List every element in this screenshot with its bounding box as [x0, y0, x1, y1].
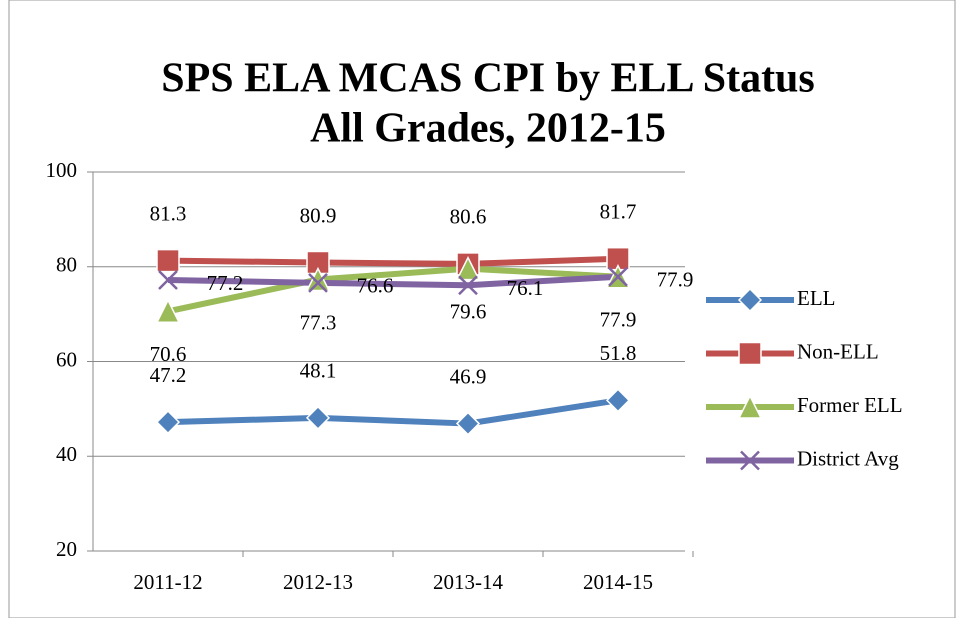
data-label: 70.6 [150, 342, 187, 366]
chart-subtitle: All Grades, 2012-15 [310, 106, 666, 152]
marker [458, 275, 478, 296]
data-label: 76.6 [357, 274, 394, 298]
data-label: 46.9 [450, 364, 487, 388]
marker [155, 410, 181, 435]
marker [305, 405, 331, 430]
series-line [167, 265, 619, 315]
data-label: 48.1 [300, 359, 337, 383]
legend-label: District Avg [797, 446, 899, 470]
data-label: 77.9 [657, 268, 694, 292]
data-label: 81.7 [600, 200, 637, 224]
data-label: 47.2 [150, 363, 187, 387]
x-tick-label: 2011-12 [133, 570, 202, 594]
series-line [167, 397, 619, 427]
x-tick-label: 2014-15 [583, 570, 653, 594]
x-tick-label: 2012-13 [283, 570, 353, 594]
y-tick-label: 20 [56, 537, 77, 561]
y-tick-label: 60 [56, 347, 77, 371]
marker [740, 450, 760, 471]
marker [737, 287, 763, 313]
marker [155, 298, 181, 324]
marker [738, 341, 762, 366]
marker [308, 272, 328, 293]
legend-label: Non-ELL [797, 339, 879, 363]
data-label: 51.8 [600, 341, 637, 365]
marker [156, 248, 180, 273]
marker [305, 266, 331, 292]
marker [737, 394, 763, 419]
chart-title: SPS ELA MCAS CPI by ELL Status [161, 56, 815, 102]
data-label: 80.9 [300, 203, 337, 227]
data-label: 79.6 [450, 299, 487, 323]
series-line [167, 255, 619, 267]
y-tick-label: 100 [46, 158, 78, 182]
marker [455, 255, 481, 281]
marker [455, 411, 481, 436]
y-tick-label: 40 [56, 442, 77, 466]
series-line [167, 273, 619, 289]
data-label: 81.3 [150, 201, 187, 225]
legend-label: Former ELL [797, 393, 903, 417]
data-label: 77.2 [207, 271, 244, 295]
marker [608, 266, 628, 287]
marker [158, 270, 178, 290]
marker [605, 388, 631, 413]
data-label: 76.1 [507, 276, 544, 300]
legend-label: ELL [797, 286, 835, 310]
x-tick-label: 2013-14 [433, 570, 503, 594]
data-label: 77.3 [300, 310, 337, 334]
data-label: 77.9 [600, 308, 637, 332]
data-label: 80.6 [450, 205, 487, 229]
y-tick-label: 80 [56, 253, 77, 277]
